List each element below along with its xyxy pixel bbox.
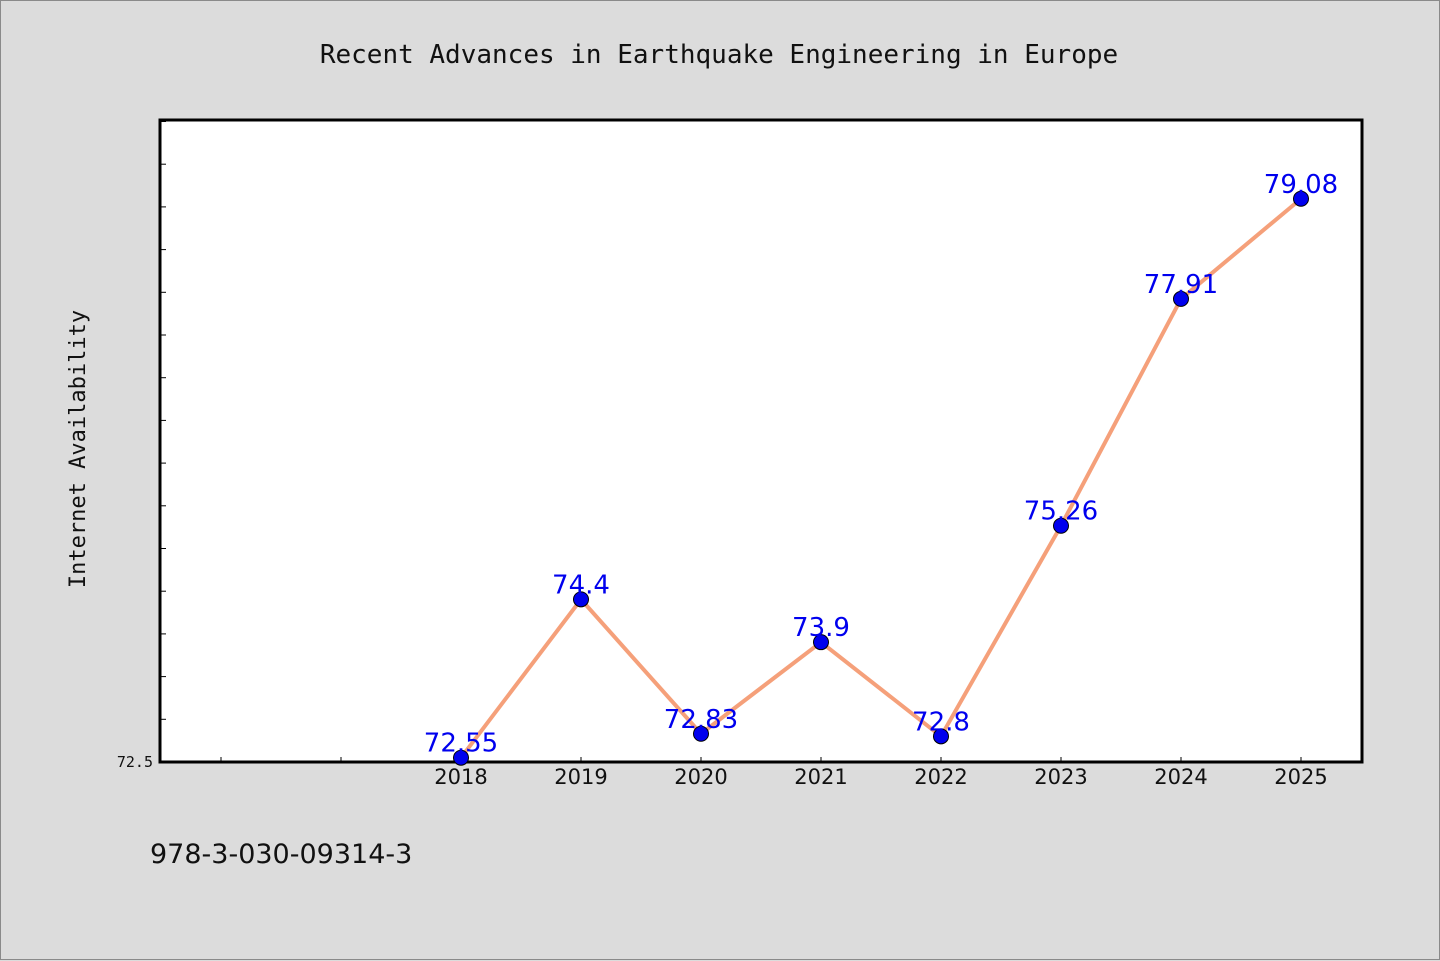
data-label: 73.9 (792, 613, 850, 643)
x-tick-label: 2024 (1154, 765, 1207, 789)
data-point (573, 591, 589, 608)
x-tick-label: 2018 (434, 765, 487, 789)
data-point (933, 728, 949, 745)
chart-title: Recent Advances in Earthquake Engineerin… (320, 40, 1118, 70)
y-axis-label: Internet Availability (66, 310, 91, 588)
data-label: 72.8 (912, 707, 970, 737)
data-point (813, 634, 829, 651)
data-point (453, 749, 469, 766)
data-point (1293, 190, 1309, 207)
y-tick-label: 72.5 (117, 753, 153, 771)
x-tick-label: 2020 (674, 765, 727, 789)
x-tick-label: 2019 (554, 765, 607, 789)
data-label: 75.26 (1024, 497, 1098, 527)
footer-isbn: 978-3-030-09314-3 (150, 839, 412, 870)
data-label: 72.55 (424, 729, 498, 759)
data-point (1173, 290, 1189, 307)
x-tick-label: 2021 (794, 765, 847, 789)
plot-area (158, 118, 1364, 764)
series-line (459, 197, 1303, 759)
data-label: 77.91 (1144, 270, 1218, 300)
data-label: 74.4 (552, 570, 610, 600)
x-tick-label: 2025 (1274, 765, 1327, 789)
data-label: 72.83 (664, 705, 738, 735)
x-tick-label: 2022 (914, 765, 967, 789)
data-point (1053, 517, 1069, 534)
data-label: 79.08 (1264, 170, 1338, 200)
data-point (693, 725, 709, 742)
x-tick-label: 2023 (1034, 765, 1087, 789)
